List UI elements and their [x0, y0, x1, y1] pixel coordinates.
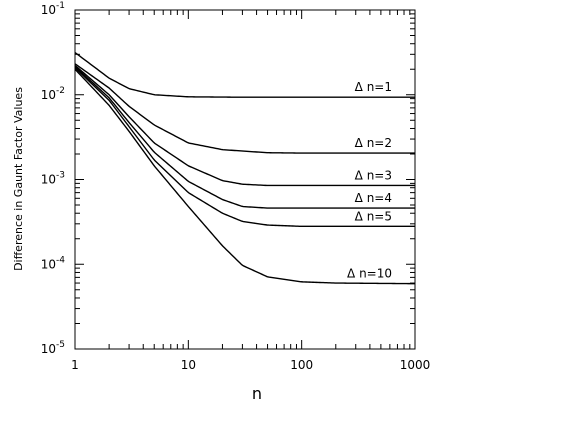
- x-tick-label: 1000: [400, 358, 431, 372]
- y-tick-label: 10-3: [41, 171, 65, 187]
- series-label: Δ n=1: [355, 80, 392, 94]
- y-axis-title: Difference in Gaunt Factor Values: [12, 87, 25, 271]
- series-lines: [74, 51, 416, 285]
- series-line: [74, 64, 415, 187]
- series-line: [74, 67, 415, 228]
- x-tick-label: 10: [181, 358, 196, 372]
- series-label: Δ n=2: [355, 136, 392, 150]
- series-line: [74, 68, 416, 285]
- series-label: Δ n=5: [355, 209, 392, 223]
- x-tick-label: 100: [290, 358, 313, 372]
- axis-tick-labels: 1 10 100 1000 10-5 10-4 10-3 10-2 10-1: [41, 1, 431, 372]
- series-line: [74, 63, 415, 154]
- series-line: [74, 66, 415, 209]
- series-label: Δ n=4: [355, 191, 392, 205]
- series-label: Δ n=3: [355, 168, 392, 182]
- x-tick-label: 1: [71, 358, 79, 372]
- series-label: Δ n=10: [347, 267, 392, 281]
- x-axis-title: n: [252, 384, 262, 403]
- series-line: [74, 51, 415, 98]
- y-tick-label: 10-4: [41, 255, 66, 271]
- y-tick-label: 10-2: [41, 86, 65, 102]
- plot-frame: [74, 9, 416, 350]
- y-tick-label: 10-5: [41, 340, 65, 356]
- series-labels: Δ n=1 Δ n=2 Δ n=3 Δ n=4 Δ n=5 Δ n=10: [347, 80, 392, 280]
- y-tick-label: 10-1: [41, 1, 65, 17]
